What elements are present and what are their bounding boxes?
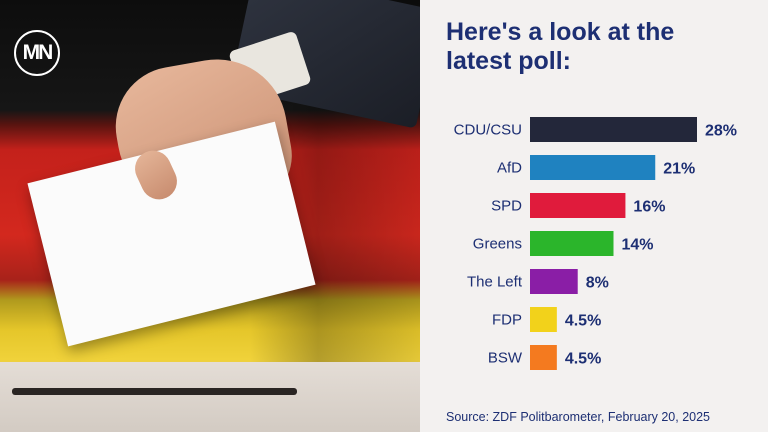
source-note: Source: ZDF Politbarometer, February 20,… <box>446 410 711 424</box>
category-label: Greens <box>473 236 522 253</box>
value-label: 14% <box>622 237 654 254</box>
bar <box>530 269 578 294</box>
category-label: FDP <box>492 312 522 329</box>
poll-bar-chart: CDU/CSU 28% AfD 21% SPD 16% Greens 14% The Left 8… <box>454 117 737 370</box>
value-label: 21% <box>663 161 695 178</box>
category-label: SPD <box>491 198 522 215</box>
ballot-box <box>0 362 420 432</box>
bar <box>530 117 697 142</box>
category-label: AfD <box>497 160 522 177</box>
value-label: 4.5% <box>565 313 601 330</box>
ballot-photo <box>0 0 420 432</box>
bar <box>530 345 557 370</box>
brand-logo-icon: MN <box>14 30 60 76</box>
bar <box>530 307 557 332</box>
category-label: The Left <box>467 274 523 291</box>
value-label: 28% <box>705 123 737 140</box>
category-label: BSW <box>488 350 523 367</box>
ballot-slot <box>12 388 297 395</box>
value-label: 4.5% <box>565 351 601 368</box>
headline: Here's a look at the latest poll: <box>446 18 675 75</box>
value-label: 16% <box>633 199 665 216</box>
bar <box>530 155 656 180</box>
bar <box>530 231 614 256</box>
bar <box>530 193 626 218</box>
value-label: 8% <box>586 275 609 292</box>
category-label: CDU/CSU <box>454 122 522 139</box>
